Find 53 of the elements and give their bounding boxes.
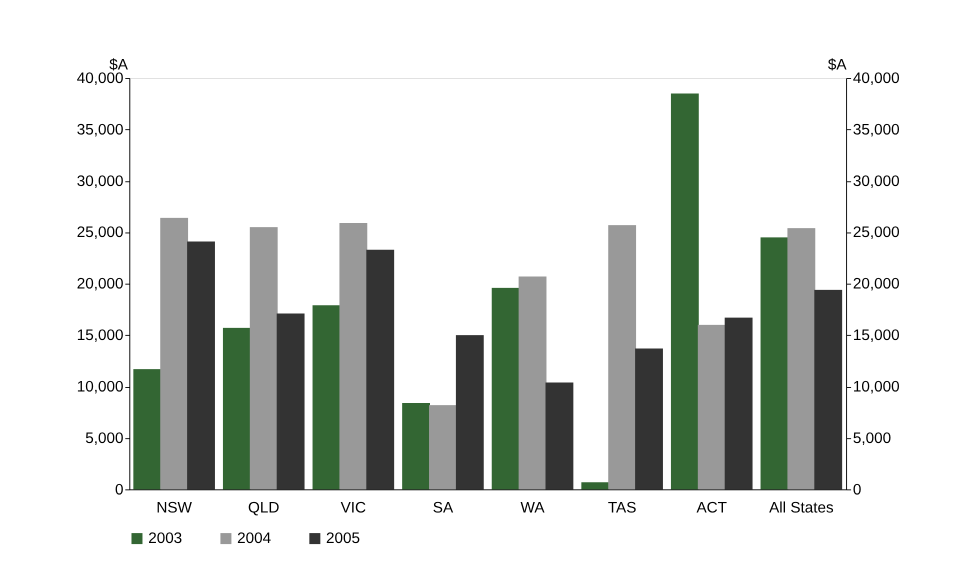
- y2-tick-label: 15,000: [852, 327, 900, 344]
- y-tick-label: 25,000: [76, 224, 124, 242]
- legend-label: 2004: [237, 530, 272, 548]
- x-tick-label: NSW: [156, 499, 193, 516]
- bar: [222, 328, 251, 490]
- y-tick-label: 30,000: [76, 172, 124, 190]
- bar: [312, 305, 340, 490]
- bar: [608, 225, 636, 490]
- bar: [787, 228, 816, 490]
- bar: [402, 403, 430, 490]
- y2-tick-label: 5,000: [852, 430, 892, 447]
- bar: [814, 290, 842, 490]
- bar: [250, 227, 278, 490]
- y-tick-label: 10,000: [76, 378, 124, 396]
- x-tick-label: QLD: [248, 499, 280, 516]
- bar: [160, 218, 188, 490]
- bar: [366, 250, 394, 490]
- y2-tick-label: 35,000: [852, 121, 900, 138]
- x-tick-label: VIC: [340, 499, 366, 516]
- bar: [133, 369, 162, 490]
- bar: [698, 324, 726, 490]
- bar: [429, 405, 457, 490]
- y-tick-label: 35,000: [76, 121, 124, 138]
- x-tick-label: All States: [769, 499, 834, 516]
- y2-tick-label: 20,000: [852, 276, 900, 293]
- bar: [187, 242, 215, 490]
- y-tick-label: 15,000: [76, 327, 124, 344]
- bar: [339, 223, 368, 490]
- x-tick-label: SA: [432, 499, 454, 516]
- y-tick-label: 5,000: [85, 430, 124, 447]
- bar: [546, 382, 574, 490]
- x-tick-label: ACT: [696, 499, 728, 516]
- y2-tick-label: 25,000: [852, 224, 900, 242]
- bar: [518, 276, 546, 490]
- y2-tick-label: 0: [852, 481, 862, 498]
- x-tick-label: WA: [520, 499, 546, 516]
- y-tick-label: 0: [115, 481, 124, 498]
- y2-axis-title: $A: [828, 56, 848, 74]
- y2-tick-label: 10,000: [852, 378, 900, 396]
- y2-tick-label: 30,000: [852, 172, 900, 190]
- y2-tick-label: 40,000: [852, 70, 900, 87]
- bar: [760, 237, 788, 490]
- bar: [635, 348, 663, 490]
- bar: [492, 288, 520, 490]
- bar: [724, 318, 753, 490]
- bar: [581, 482, 610, 490]
- bar: [276, 314, 305, 490]
- x-tick-label: TAS: [608, 499, 636, 516]
- bar: [456, 335, 484, 490]
- y-tick-label: 20,000: [76, 276, 124, 293]
- bar: [670, 93, 699, 490]
- legend-label: 2005: [326, 530, 360, 548]
- legend-label: 2003: [148, 530, 182, 548]
